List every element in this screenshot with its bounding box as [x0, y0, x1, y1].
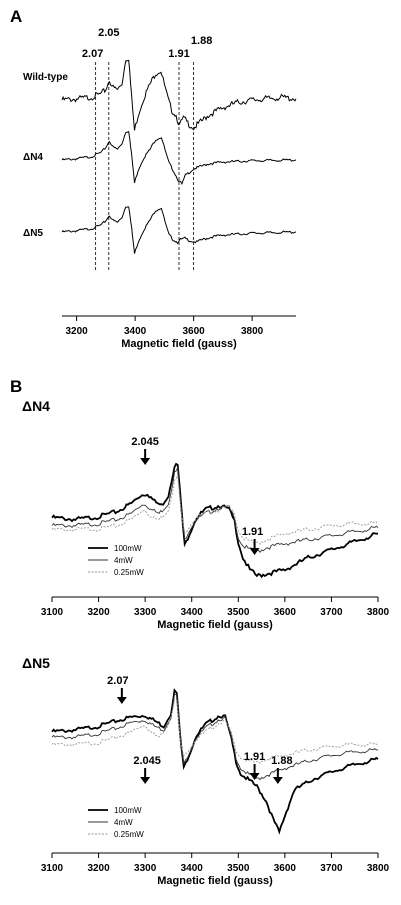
legend-label: 100mW	[114, 806, 142, 815]
g-value-label: 1.88	[191, 35, 212, 47]
x-tick-label: 3400	[181, 863, 204, 874]
legend-label: 4mW	[114, 556, 133, 565]
g-value-label: 1.91	[168, 48, 189, 60]
x-axis-title: Magnetic field (gauss)	[157, 875, 273, 887]
x-tick-label: 3600	[274, 863, 297, 874]
trace-label: Wild-type	[23, 72, 68, 83]
annotation-label: 2.07	[107, 675, 128, 687]
x-tick-label: 3200	[66, 326, 89, 337]
chart-title: ΔN4	[22, 398, 50, 414]
annotation-label: 2.045	[133, 755, 161, 767]
down-arrow-icon	[272, 777, 283, 784]
x-tick-label: 3300	[134, 863, 157, 874]
x-axis-title: Magnetic field (gauss)	[157, 619, 273, 631]
spectrum-trace	[51, 688, 379, 835]
spectrum-trace	[51, 466, 379, 553]
x-tick-label: 3300	[134, 607, 157, 618]
x-tick-label: 3200	[87, 607, 110, 618]
annotation-label: 1.91	[242, 526, 263, 538]
legend-label: 0.25mW	[114, 830, 144, 839]
legend-label: 4mW	[114, 818, 133, 827]
spectrum-trace	[61, 59, 297, 131]
annotation-label: 1.88	[271, 755, 292, 767]
trace-label: ΔN4	[23, 152, 43, 163]
x-tick-label: 3700	[320, 863, 343, 874]
legend-label: 0.25mW	[114, 568, 144, 577]
panel-label-b: B	[10, 377, 22, 396]
legend-label: 100mW	[114, 544, 142, 553]
x-tick-label: 3400	[124, 326, 147, 337]
g-value-label: 2.05	[98, 27, 119, 39]
x-tick-label: 3800	[367, 607, 390, 618]
spectrum-trace	[51, 462, 379, 579]
x-tick-label: 3100	[41, 863, 64, 874]
x-tick-label: 3700	[320, 607, 343, 618]
spectrum-trace	[51, 693, 379, 781]
x-tick-label: 3500	[227, 863, 250, 874]
panel-label-a: A	[10, 7, 22, 26]
annotation-label: 1.91	[244, 751, 265, 763]
spectrum-trace	[61, 131, 297, 186]
x-tick-label: 3600	[183, 326, 206, 337]
x-tick-label: 3400	[181, 607, 204, 618]
chart-title: ΔN5	[22, 655, 50, 671]
down-arrow-icon	[140, 777, 151, 784]
x-axis-title: Magnetic field (gauss)	[121, 338, 237, 350]
x-tick-label: 3800	[367, 863, 390, 874]
x-tick-label: 3600	[274, 607, 297, 618]
x-tick-label: 3200	[87, 863, 110, 874]
annotation-label: 2.045	[131, 436, 159, 448]
down-arrow-icon	[140, 458, 151, 465]
spectrum-trace	[61, 206, 297, 254]
x-tick-label: 3500	[227, 607, 250, 618]
spectrum-trace	[51, 698, 379, 764]
down-arrow-icon	[249, 548, 260, 555]
trace-label: ΔN5	[23, 228, 43, 239]
x-tick-label: 3800	[241, 326, 264, 337]
x-tick-label: 3100	[41, 607, 64, 618]
g-value-label: 2.07	[82, 48, 103, 60]
down-arrow-icon	[116, 697, 127, 704]
spectrum-trace	[51, 474, 379, 545]
down-arrow-icon	[249, 773, 260, 780]
